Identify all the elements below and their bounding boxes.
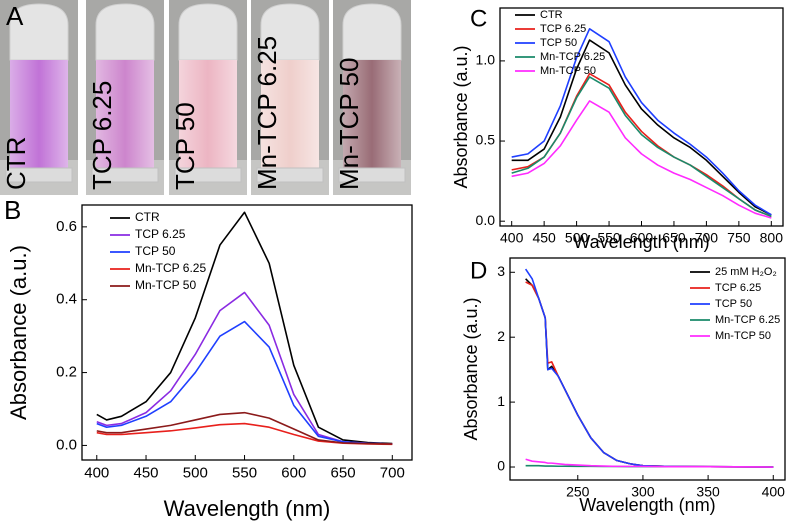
vial-glass [96, 60, 154, 170]
x-tick-label: 400 [500, 229, 524, 245]
vial-photo: Mn-TCP 6.25 [251, 0, 329, 195]
x-axis-label: Wavelength (nm) [164, 496, 331, 521]
x-tick-label: 400 [762, 483, 786, 499]
y-tick-label: 3 [497, 263, 505, 279]
y-tick-label: 2 [497, 328, 505, 344]
y-tick-label: 0 [497, 458, 505, 474]
y-tick-label: 0.0 [476, 212, 496, 228]
y-tick-label: 1 [497, 393, 505, 409]
legend-label: CTR [540, 9, 563, 21]
data-line [511, 28, 772, 216]
y-axis-label: Absorbance (a.u.) [461, 297, 481, 440]
y-axis-label: Absorbance (a.u.) [6, 245, 31, 420]
data-line [511, 39, 772, 216]
x-tick-label: 400 [84, 464, 109, 481]
vial-photo: TCP 50 [169, 0, 247, 195]
y-tick-label: 0.6 [56, 218, 77, 235]
plot-frame [509, 257, 786, 481]
vial-base [174, 167, 242, 183]
x-tick-label: 800 [760, 229, 784, 245]
x-tick-label: 600 [281, 464, 306, 481]
legend-label: CTR [135, 210, 160, 224]
x-tick-label: 700 [380, 464, 405, 481]
plot-frame [81, 204, 413, 461]
x-tick-label: 750 [727, 229, 751, 245]
x-tick-label: 650 [331, 464, 356, 481]
vial-cap [178, 3, 238, 61]
panel-label: D [470, 257, 487, 284]
legend-label: Mn-TCP 6.25 [135, 261, 206, 275]
legend-label: TCP 6.25 [540, 23, 586, 35]
vial-glass [261, 60, 319, 170]
vial-glass [10, 60, 68, 170]
vial-glass [343, 60, 401, 170]
vial-base [256, 167, 324, 183]
x-axis-label: Wavelength (nm) [573, 232, 709, 252]
vial-glass [179, 60, 237, 170]
legend-label: 25 mM H₂O₂ [715, 266, 777, 278]
legend-label: TCP 6.25 [715, 282, 761, 294]
x-tick-label: 500 [183, 464, 208, 481]
vial-label: Mn-TCP 6.25 [252, 36, 282, 190]
vial-cap [342, 3, 402, 61]
x-tick-label: 700 [695, 229, 719, 245]
vial-label: Mn-TCP 50 [334, 58, 364, 190]
legend-label: Mn-TCP 50 [540, 65, 596, 77]
x-axis-label: Wavelength (nm) [579, 495, 715, 515]
legend-label: TCP 50 [715, 298, 752, 310]
x-tick-label: 250 [566, 483, 590, 499]
vial-photo: Mn-TCP 50 [333, 0, 411, 195]
y-tick-label: 0.0 [56, 436, 77, 453]
x-tick-label: 300 [631, 483, 655, 499]
vial-photo: CTR [0, 0, 78, 195]
vial-base [91, 167, 159, 183]
x-tick-label: 500 [565, 229, 589, 245]
vial-label: CTR [1, 137, 31, 190]
vial-cap [9, 3, 69, 61]
panel-label: B [4, 195, 21, 225]
panel-label: C [470, 5, 487, 32]
x-tick-label: 350 [696, 483, 720, 499]
vial-cap [95, 3, 155, 61]
legend-label: Mn-TCP 6.25 [540, 51, 605, 63]
x-tick-label: 450 [532, 229, 556, 245]
y-tick-label: 1.0 [476, 52, 496, 68]
data-line [96, 320, 393, 445]
vial-cap [260, 3, 320, 61]
data-line [96, 411, 393, 445]
panel-label: A [6, 1, 24, 31]
y-tick-label: 0.5 [476, 132, 496, 148]
data-line [525, 458, 774, 468]
x-tick-label: 600 [630, 229, 654, 245]
x-tick-label: 550 [597, 229, 621, 245]
data-line [96, 211, 393, 445]
legend-label: TCP 50 [540, 37, 577, 49]
data-line [511, 100, 772, 219]
vial-label: TCP 50 [170, 102, 200, 190]
vial-label: TCP 6.25 [87, 81, 117, 190]
y-tick-label: 0.4 [56, 291, 77, 308]
x-tick-label: 450 [134, 464, 159, 481]
y-tick-label: 0.2 [56, 364, 77, 381]
legend-label: Mn-TCP 50 [135, 278, 196, 292]
x-tick-label: 650 [662, 229, 686, 245]
y-axis-label: Absorbance (a.u.) [451, 45, 471, 188]
data-line [96, 291, 393, 445]
legend-label: TCP 50 [135, 244, 176, 258]
x-tick-label: 550 [232, 464, 257, 481]
vial-base [5, 167, 73, 183]
legend-label: Mn-TCP 50 [715, 330, 771, 342]
data-line [511, 76, 772, 218]
legend-label: Mn-TCP 6.25 [715, 314, 780, 326]
vial-base [338, 167, 406, 183]
legend-label: TCP 6.25 [135, 227, 186, 241]
vial-photo: TCP 6.25 [86, 0, 164, 195]
